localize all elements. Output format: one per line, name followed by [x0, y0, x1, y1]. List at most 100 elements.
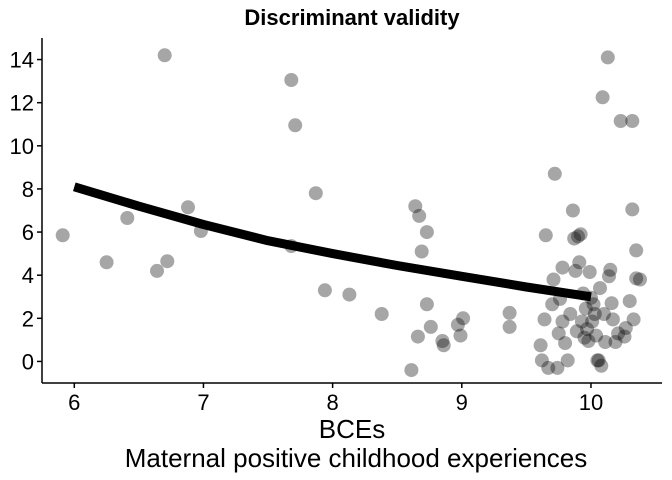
fit-line [73, 182, 592, 302]
data-point [537, 312, 552, 327]
data-point [55, 228, 70, 243]
data-point [412, 208, 427, 223]
data-point [414, 244, 429, 259]
y-tick-label: 2 [22, 306, 34, 331]
data-point [573, 227, 588, 242]
data-point [603, 262, 618, 277]
y-tick-label: 4 [22, 263, 34, 288]
data-point [550, 360, 565, 375]
data-point [563, 307, 578, 321]
data-point [502, 319, 517, 334]
data-point [436, 338, 451, 353]
data-point [568, 263, 583, 278]
data-point [589, 328, 604, 343]
data-point [633, 272, 647, 287]
y-tick-label: 10 [10, 134, 34, 159]
data-point [587, 307, 602, 321]
data-point [502, 305, 517, 320]
data-point [571, 229, 585, 244]
x-tick-label: 9 [456, 390, 468, 415]
data-point [572, 255, 587, 270]
data-point [565, 203, 580, 218]
data-point [593, 281, 607, 296]
data-point [625, 114, 640, 128]
data-point [598, 335, 613, 349]
data-point [558, 336, 573, 351]
data-point [626, 312, 641, 327]
data-point [629, 243, 644, 258]
data-point [595, 90, 610, 105]
data-point [574, 314, 589, 329]
data-point [622, 294, 637, 309]
data-point [453, 328, 468, 343]
data-point [99, 255, 114, 270]
data-point [594, 358, 609, 373]
data-point [578, 301, 593, 316]
data-point [629, 271, 644, 286]
data-point [541, 360, 556, 375]
data-point [577, 330, 592, 345]
axes-layer: 0 2 4 6 8 10 12 14 6 7 8 9 10 [10, 38, 662, 415]
data-point [547, 166, 562, 181]
data-point [435, 334, 450, 348]
data-point [600, 50, 615, 65]
data-point [404, 363, 419, 378]
x-tick-label: 7 [197, 390, 209, 415]
points-layer [55, 48, 647, 378]
data-point [150, 263, 164, 278]
x-tick-label: 6 [68, 390, 80, 415]
data-point [613, 114, 628, 128]
data-point [284, 73, 299, 87]
data-point [591, 353, 606, 368]
data-point [419, 297, 434, 312]
data-point [317, 283, 332, 298]
data-point [450, 317, 465, 332]
data-point [585, 314, 600, 329]
data-point [157, 48, 172, 63]
data-point [569, 324, 584, 339]
data-point [618, 321, 633, 335]
y-tick-label: 0 [22, 349, 34, 374]
x-axis-label-secondary: Maternal positive childhood experiences [125, 443, 588, 473]
data-point [288, 118, 303, 133]
data-point [555, 314, 570, 329]
data-point [590, 353, 605, 368]
data-point [602, 269, 616, 284]
x-tick-label: 8 [327, 390, 339, 415]
data-point [423, 319, 438, 334]
data-point [567, 231, 582, 246]
data-point [533, 338, 548, 353]
x-tick-label: 10 [579, 390, 603, 415]
data-point [342, 287, 357, 302]
x-axis-label: BCEs [319, 414, 385, 444]
data-point [181, 200, 195, 215]
data-point [546, 272, 561, 287]
data-point [605, 312, 620, 327]
data-point [456, 311, 471, 326]
data-point [617, 329, 632, 344]
y-tick-label: 6 [22, 220, 34, 245]
data-point [410, 329, 425, 344]
data-point [374, 307, 389, 321]
y-tick-label: 12 [10, 91, 34, 116]
data-point [596, 307, 611, 321]
chart-title: Discriminant validity [244, 5, 460, 30]
data-point [160, 254, 175, 269]
y-tick-label: 14 [10, 48, 34, 73]
data-point [611, 326, 626, 341]
data-point [604, 296, 619, 311]
data-point [534, 353, 549, 368]
data-point [120, 211, 135, 225]
data-point [625, 202, 640, 217]
data-point [581, 334, 596, 348]
data-point [580, 322, 595, 337]
data-point [608, 335, 623, 349]
y-tick-label: 8 [22, 177, 34, 202]
data-point [545, 297, 560, 312]
data-point [538, 228, 553, 243]
data-point [555, 260, 570, 275]
data-point [419, 225, 434, 240]
data-point [560, 353, 575, 368]
data-point [551, 326, 566, 341]
